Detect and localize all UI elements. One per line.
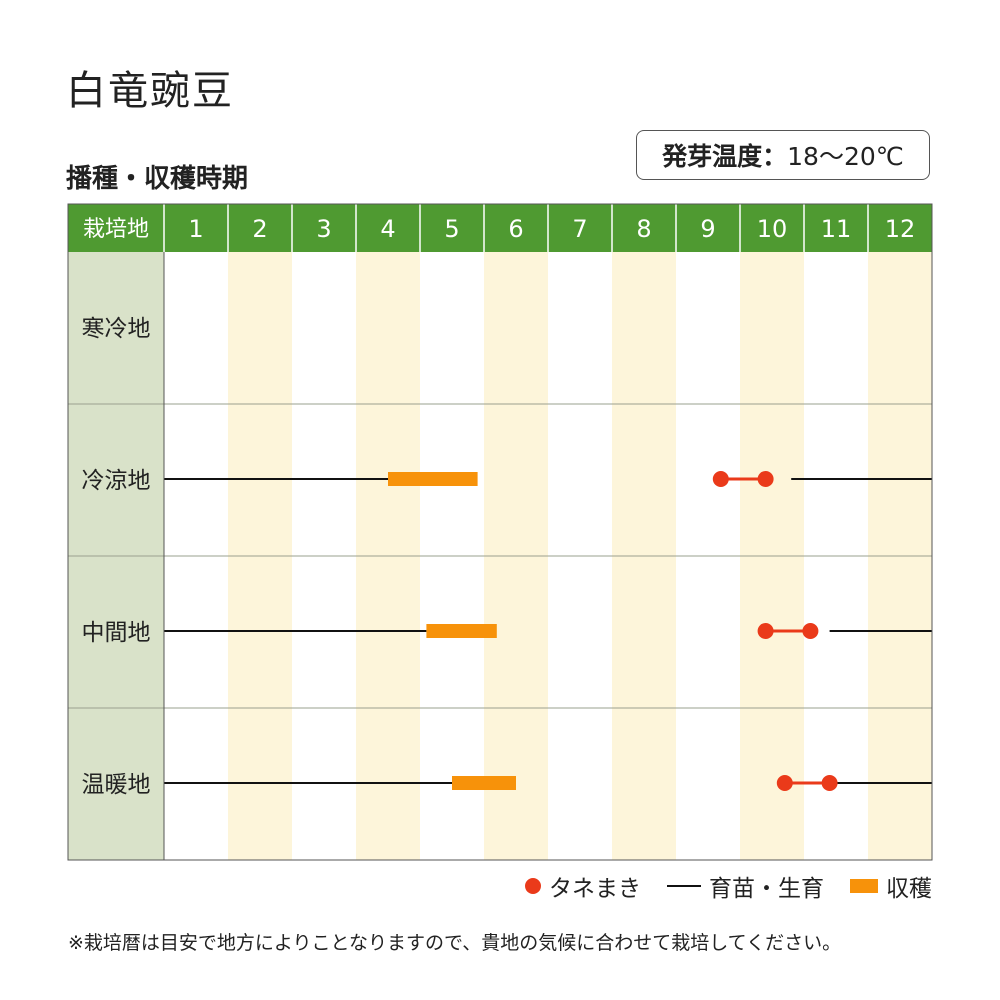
sowing-start-dot <box>757 623 774 639</box>
month-tick-label: 6 <box>508 215 523 243</box>
region-label: 冷涼地 <box>82 468 151 494</box>
month-tick-label: 5 <box>444 215 459 243</box>
region-label: 中間地 <box>82 620 151 646</box>
legend-label-growing: 育苗・生育 <box>709 876 824 902</box>
chart-subtitle: 播種・収穫時期 <box>66 164 249 194</box>
month-tick-label: 11 <box>821 215 852 243</box>
harvest-bar <box>452 776 516 790</box>
header-corner-label: 栽培地 <box>83 217 149 242</box>
month-tick-label: 2 <box>252 215 267 243</box>
harvest-bar-icon <box>850 879 878 893</box>
month-tick-label: 7 <box>572 215 587 243</box>
germination-temperature-badge: 発芽温度： 18〜20℃ <box>636 130 930 180</box>
sowing-start-dot <box>776 775 793 791</box>
month-tick-label: 9 <box>700 215 715 243</box>
page-title: 白竜豌豆 <box>66 68 234 114</box>
legend-item-sowing: タネまき <box>525 869 641 903</box>
grid-border <box>67 203 933 861</box>
legend-label-sowing: タネまき <box>549 876 641 902</box>
sowing-end-dot <box>821 775 838 791</box>
harvest-bar <box>426 624 497 638</box>
month-tick-label: 3 <box>316 215 331 243</box>
legend-item-harvest: 収穫 <box>850 869 932 903</box>
month-tick-label: 8 <box>636 215 651 243</box>
footnote: ※栽培暦は目安で地方によりことなりますので、貴地の気候に合わせて栽培してください… <box>68 932 842 954</box>
month-tick-label: 1 <box>188 215 203 243</box>
sowing-end-dot <box>802 623 819 639</box>
month-tick-label: 12 <box>885 215 916 243</box>
germination-label: 発芽温度： <box>662 142 788 171</box>
header-band <box>68 204 932 252</box>
month-tick-label: 10 <box>757 215 788 243</box>
chart-legend: タネまき 育苗・生育 収穫 <box>0 868 932 904</box>
legend-item-growing: 育苗・生育 <box>667 869 824 903</box>
legend-label-harvest: 収穫 <box>886 876 932 902</box>
growing-line-icon <box>667 885 701 887</box>
sowing-dot-icon <box>525 878 541 894</box>
sowing-end-dot <box>757 471 774 487</box>
sowing-start-dot <box>712 471 729 487</box>
region-label: 寒冷地 <box>82 316 151 342</box>
germination-value: 18〜20℃ <box>787 142 904 171</box>
month-tick-label: 4 <box>380 215 395 243</box>
harvest-bar <box>388 472 478 486</box>
region-label: 温暖地 <box>82 772 151 798</box>
